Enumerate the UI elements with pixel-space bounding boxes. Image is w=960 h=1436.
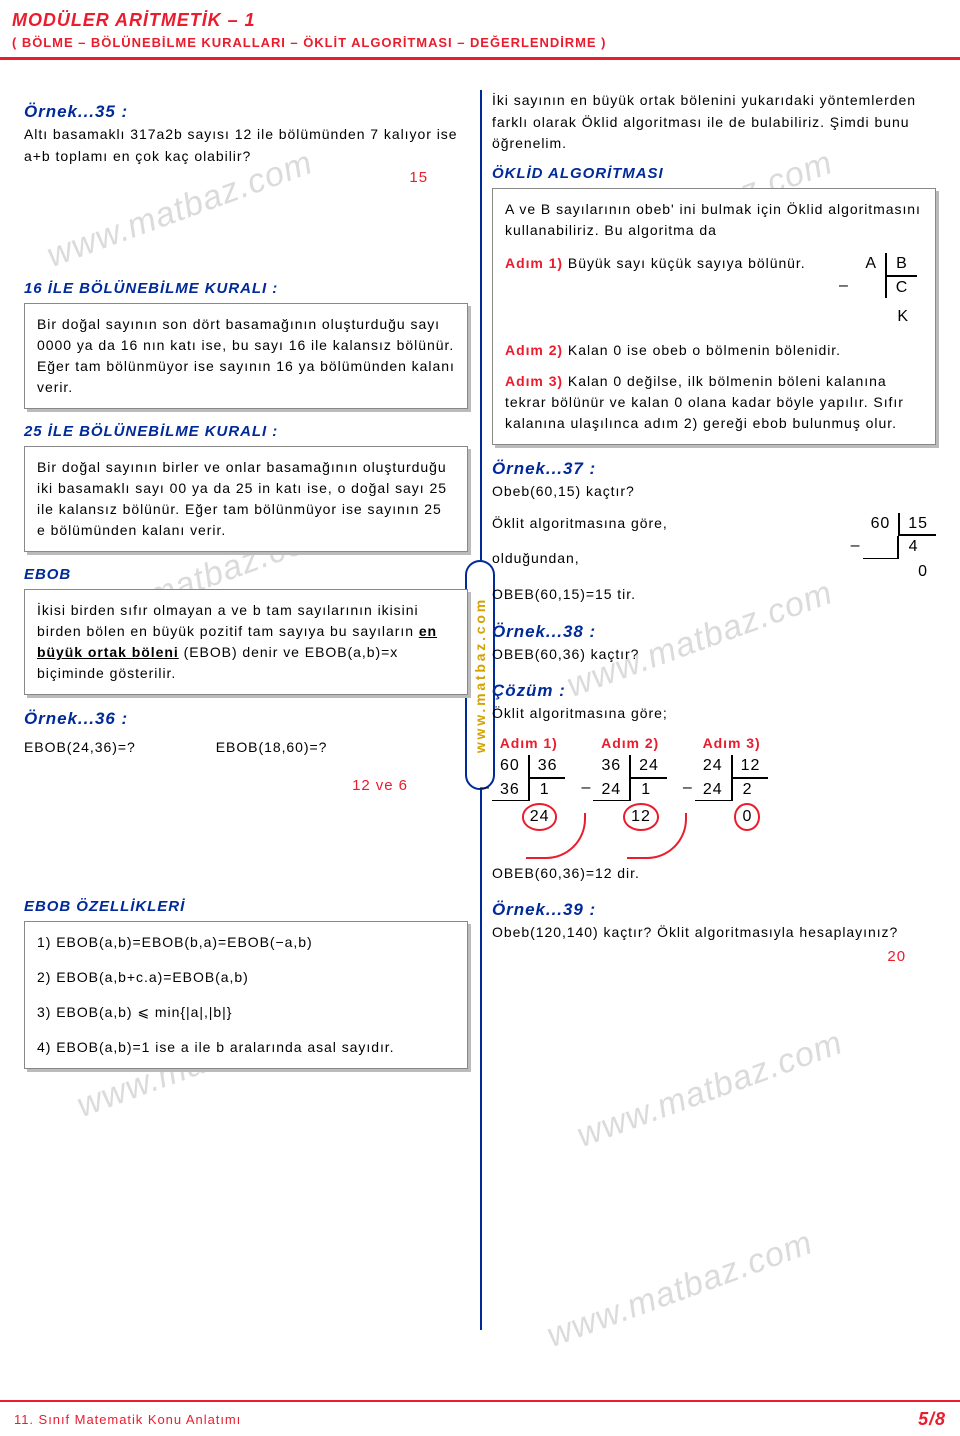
div-A: A [851, 253, 885, 277]
minus-sign: – [480, 777, 490, 799]
example-q1: EBOB(24,36)=? [24, 737, 136, 759]
minus-sign: – [581, 777, 591, 799]
step-text: Büyük sayı küçük sayıya bölünür. [563, 255, 806, 271]
step-label: Adım 3) [505, 373, 563, 389]
example-q: OBEB(60,36) kaçtır? [492, 644, 936, 666]
content-area: www.matbaz.com www.matbaz.com www.matbaz… [0, 60, 960, 1095]
rule-box: Bir doğal sayının birler ve onlar basama… [24, 446, 468, 552]
div-quotient: 2 [731, 779, 763, 802]
div-dividend: 24 [695, 755, 731, 779]
step-text: Kalan 0 ise obeb o bölmenin bölenidir. [563, 342, 841, 358]
footer-left: 11. Sınıf Matematik Konu Anlatımı [14, 1412, 241, 1427]
example-answer: 12 ve 6 [24, 777, 468, 794]
div-divisor: 36 [528, 755, 566, 779]
intro-text: İki sayının en büyük ortak bölenini yuka… [492, 90, 936, 155]
div-dividend: 60 [492, 755, 528, 779]
algorithm-box: A ve B sayılarının obeb' ini bulmak için… [492, 188, 936, 445]
solution-result: OBEB(60,36)=12 dir. [492, 863, 936, 885]
div-B: B [885, 253, 917, 277]
div-remainder: 0 [863, 559, 936, 585]
example-heading: Örnek...38 : [492, 622, 936, 642]
step-label: Adım 2) [505, 342, 563, 358]
div-divisor: 15 [898, 513, 936, 537]
solution-line: Öklit algoritmasına göre; [492, 703, 936, 725]
page-number: 5/8 [918, 1409, 946, 1430]
ebob-heading: EBOB [24, 566, 468, 583]
division-diagram: 60 15 4 – 0 [863, 513, 936, 585]
right-column: İki sayının en büyük ortak bölenini yuka… [480, 60, 948, 1095]
arrow-icon [526, 813, 586, 859]
ebob-box: İkisi birden sıfır olmayan a ve b tam sa… [24, 589, 468, 695]
rule-heading: 16 İLE BÖLÜNEBİLME KURALI : [24, 280, 468, 297]
div-C: C [885, 277, 917, 299]
ex37-line2: olduğundan, [492, 548, 843, 570]
watermark: www.matbaz.com [542, 1223, 818, 1355]
minus-sign: – [839, 275, 849, 297]
div-dividend: 60 [863, 513, 899, 537]
division-diagram: 24 12 24 2 – 0 [695, 755, 768, 833]
ebob-text-pre: İkisi birden sıfır olmayan a ve b tam sa… [37, 602, 419, 639]
example-heading: Örnek...36 : [24, 709, 468, 729]
example-heading: Örnek...35 : [24, 102, 468, 122]
prop-1: 1) EBOB(a,b)=EBOB(b,a)=EBOB(−a,b) [37, 932, 455, 953]
page-title: MODÜLER ARİTMETİK – 1 [12, 10, 948, 31]
example-answer: 20 [492, 948, 936, 965]
alg-intro: A ve B sayılarının obeb' ini bulmak için… [505, 199, 923, 241]
ex37-line3: OBEB(60,15)=15 tir. [492, 584, 843, 606]
page-footer: 11. Sınıf Matematik Konu Anlatımı 5/8 [0, 1400, 960, 1436]
div-sub: 24 [593, 779, 629, 802]
rule-heading: 25 İLE BÖLÜNEBİLME KURALI : [24, 423, 468, 440]
arrow-icon [627, 813, 687, 859]
step-col-label: Adım 2) [593, 735, 666, 751]
page-subtitle: ( BÖLME – BÖLÜNEBİLME KURALLARI – ÖKLİT … [12, 35, 948, 50]
example-q2: EBOB(18,60)=? [216, 737, 328, 759]
minus-sign: – [851, 535, 861, 557]
example-heading: Örnek...39 : [492, 900, 936, 920]
properties-heading: EBOB ÖZELLİKLERİ [24, 898, 468, 915]
example-q: Obeb(120,140) kaçtır? Öklit algoritmasıy… [492, 922, 936, 944]
algorithm-heading: ÖKLİD ALGORİTMASI [492, 165, 936, 182]
div-divisor: 12 [731, 755, 769, 779]
step-col-label: Adım 1) [492, 735, 565, 751]
step-col-label: Adım 3) [695, 735, 768, 751]
div-remainder: 0 [695, 801, 768, 833]
div-quotient: 1 [629, 779, 661, 802]
example-body: Altı basamaklı 317a2b sayısı 12 ile bölü… [24, 124, 468, 167]
division-diagram: A B C – K [851, 253, 917, 330]
prop-3: 3) EBOB(a,b) ⩽ min{|a|,|b|} [37, 1002, 455, 1023]
steps-row: Adım 1) 60 36 36 1 – 24 Adım 2) [492, 735, 936, 833]
prop-2: 2) EBOB(a,b+c.a)=EBOB(a,b) [37, 967, 455, 988]
minus-sign: – [683, 777, 693, 799]
ex37-line1: Öklit algoritmasına göre, [492, 513, 843, 535]
rule-box: Bir doğal sayının son dört basamağının o… [24, 303, 468, 409]
example-heading: Örnek...37 : [492, 459, 936, 479]
div-K: K [851, 304, 917, 330]
div-divisor: 24 [629, 755, 667, 779]
step-text: Kalan 0 değilse, ilk bölmenin böleni kal… [505, 373, 904, 431]
properties-box: 1) EBOB(a,b)=EBOB(b,a)=EBOB(−a,b) 2) EBO… [24, 921, 468, 1069]
prop-4: 4) EBOB(a,b)=1 ise a ile b aralarında as… [37, 1037, 455, 1058]
step-label: Adım 1) [505, 255, 563, 271]
left-column: Örnek...35 : Altı basamaklı 317a2b sayıs… [12, 60, 480, 1095]
div-quotient: 4 [897, 536, 929, 559]
div-sub: 24 [695, 779, 731, 802]
div-sub: 36 [492, 779, 528, 802]
solution-heading: Çözüm : [492, 681, 936, 701]
page-header: MODÜLER ARİTMETİK – 1 ( BÖLME – BÖLÜNEBİ… [0, 0, 960, 54]
example-answer: 15 [24, 169, 468, 186]
div-quotient: 1 [528, 779, 560, 802]
example-q: Obeb(60,15) kaçtır? [492, 481, 936, 503]
div-dividend: 36 [593, 755, 629, 779]
